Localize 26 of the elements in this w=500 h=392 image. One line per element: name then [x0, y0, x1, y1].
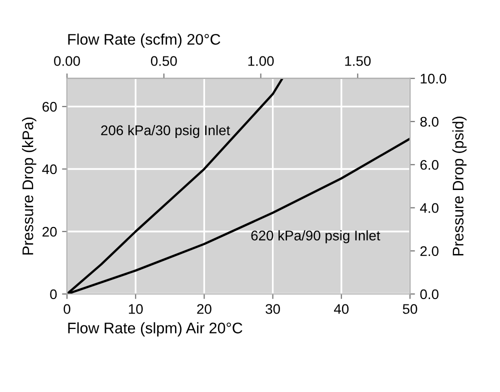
x2-tick-label: 1.50	[345, 56, 371, 66]
series-label: 620 kPa/90 psig Inlet	[251, 230, 380, 244]
y-axis-title: Pressure Drop (kPa)	[22, 118, 36, 255]
y2-tick-label: 10.0	[420, 74, 446, 84]
x-axis-title: Flow Rate (slpm) Air 20°C	[68, 322, 242, 336]
x-tick-label: 0	[64, 304, 70, 314]
y2-axis-title: Pressure Drop (psid)	[452, 116, 467, 256]
x-tick-label: 50	[402, 304, 418, 314]
x2-tick-label: 1.00	[248, 56, 274, 66]
y-tick-label: 60	[42, 102, 57, 112]
x2-tick-label: 0.50	[150, 56, 177, 66]
x2-axis-title: Flow Rate (scfm) 20°C	[68, 34, 220, 48]
y-tick-label: 40	[42, 164, 57, 174]
y-tick-label: 20	[42, 226, 57, 237]
y2-tick-label: 0.0	[420, 289, 438, 300]
y2-tick-label: 8.0	[420, 116, 438, 127]
series-label: 206 kPa/30 psig Inlet	[101, 125, 230, 138]
x-tick-label: 30	[266, 304, 280, 314]
y2-tick-label: 2.0	[420, 246, 438, 256]
y2-tick-label: 6.0	[420, 160, 438, 170]
x-tick-label: 20	[197, 304, 212, 314]
y2-tick-label: 4.0	[420, 203, 438, 213]
x-tick-label: 10	[128, 304, 143, 314]
x-tick-label: 40	[334, 304, 349, 314]
y-tick-label: 0	[50, 289, 57, 300]
x2-tick-label: 0.00	[54, 56, 80, 66]
